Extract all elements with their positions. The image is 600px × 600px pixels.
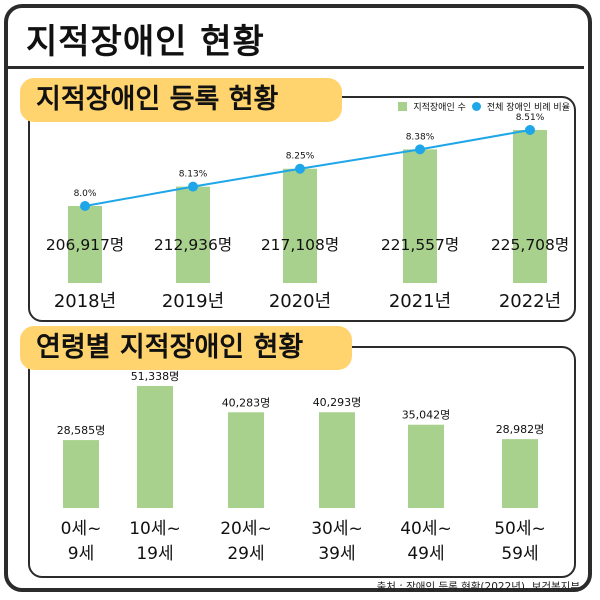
year-tick-label-4: 2021년 bbox=[389, 291, 451, 312]
bar-age-6 bbox=[502, 439, 538, 508]
ratio-point-2 bbox=[188, 181, 198, 192]
age-tick-label-bottom-6: 59세 bbox=[501, 544, 538, 564]
bar-value-label-3: 217,108명 bbox=[261, 236, 339, 254]
age-value-label-4: 40,293명 bbox=[313, 396, 362, 409]
ratio-label-1: 8.0% bbox=[74, 189, 97, 199]
age-value-label-6: 28,982명 bbox=[496, 423, 545, 436]
ratio-point-5 bbox=[525, 125, 535, 135]
ratio-point-4 bbox=[415, 144, 425, 155]
age-tick-label-top-6: 50세~ bbox=[494, 519, 546, 539]
bar-age-2 bbox=[137, 386, 173, 508]
legend-bar-swatch bbox=[398, 102, 408, 111]
bar-registered-5 bbox=[513, 130, 547, 283]
age-value-label-1: 28,585명 bbox=[57, 424, 106, 437]
ratio-point-3 bbox=[295, 163, 305, 174]
bar-value-label-1: 206,917명 bbox=[46, 236, 124, 254]
bar-age-4 bbox=[319, 412, 355, 508]
age-tick-label-bottom-3: 29세 bbox=[227, 544, 264, 564]
age-tick-label-top-1: 0세~ bbox=[61, 519, 102, 539]
year-tick-label-1: 2018년 bbox=[54, 291, 116, 312]
bar-registered-1 bbox=[68, 206, 102, 283]
age-tick-label-top-5: 40세~ bbox=[400, 519, 452, 539]
legend-line-label: 전체 장애인 비례 비율 bbox=[486, 103, 570, 113]
age-chart-title: 연령별 지적장애인 현황 bbox=[20, 326, 352, 370]
title-divider bbox=[8, 66, 584, 69]
registration-chart-title: 지적장애인 등록 현황 bbox=[20, 78, 342, 122]
bar-value-label-4: 221,557명 bbox=[381, 236, 459, 254]
age-tick-label-bottom-1: 9세 bbox=[68, 544, 94, 564]
year-tick-label-2: 2019년 bbox=[162, 291, 224, 312]
age-tick-label-top-2: 10세~ bbox=[129, 519, 181, 539]
bar-age-3 bbox=[228, 412, 264, 508]
bar-age-1 bbox=[63, 440, 99, 508]
age-value-label-2: 51,338명 bbox=[131, 370, 180, 383]
bar-value-label-5: 225,708명 bbox=[491, 236, 569, 254]
chart-legend: 지적장애인 수 전체 장애인 비례 비율 bbox=[398, 100, 570, 113]
age-tick-label-top-4: 30세~ bbox=[311, 519, 363, 539]
age-value-label-3: 40,283명 bbox=[222, 396, 271, 409]
age-tick-label-bottom-5: 49세 bbox=[407, 544, 444, 564]
legend-bar-label: 지적장애인 수 bbox=[413, 103, 466, 113]
ratio-point-1 bbox=[80, 201, 90, 211]
bar-age-5 bbox=[408, 424, 444, 508]
ratio-label-3: 8.25% bbox=[286, 152, 315, 162]
bar-registered-4 bbox=[403, 149, 437, 283]
year-tick-label-5: 2022년 bbox=[499, 291, 561, 312]
age-chart-panel bbox=[28, 346, 576, 578]
source-note: 출처 : 장애인 등록 현황(2022년), 보건복지부 bbox=[376, 581, 580, 593]
age-tick-label-bottom-2: 19세 bbox=[136, 544, 173, 564]
legend-line-swatch bbox=[471, 102, 481, 111]
page-title: 지적장애인 현황 bbox=[26, 22, 265, 62]
bar-registered-2 bbox=[176, 186, 210, 283]
age-value-label-5: 35,042명 bbox=[402, 409, 451, 422]
age-tick-label-top-3: 20세~ bbox=[220, 519, 272, 539]
ratio-label-2: 8.13% bbox=[179, 170, 208, 180]
ratio-label-5: 8.51% bbox=[516, 113, 545, 123]
year-tick-label-3: 2020년 bbox=[269, 291, 331, 312]
age-tick-label-bottom-4: 39세 bbox=[318, 544, 355, 564]
bar-value-label-2: 212,936명 bbox=[154, 236, 232, 254]
ratio-label-4: 8.38% bbox=[406, 132, 435, 142]
bar-registered-3 bbox=[283, 168, 317, 283]
